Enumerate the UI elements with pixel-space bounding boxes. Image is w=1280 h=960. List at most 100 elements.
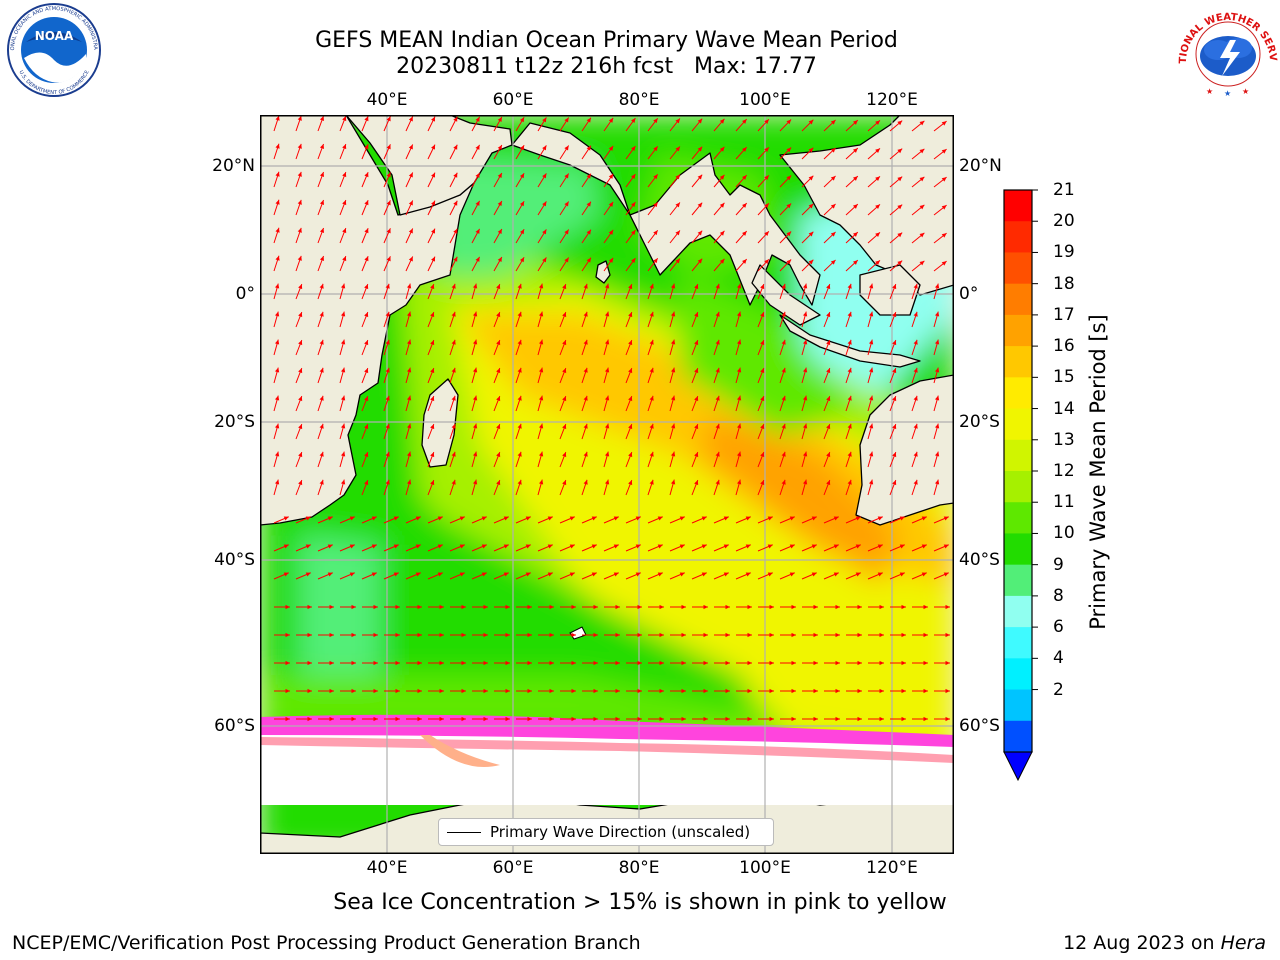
wave-arrow-head <box>745 544 751 549</box>
landmass-sri-lanka <box>595 260 611 284</box>
wave-arrow-head <box>439 688 444 694</box>
wave-arrow-head <box>385 423 390 429</box>
wave-arrow-head <box>715 367 720 373</box>
wave-arrow-head <box>923 716 928 722</box>
tick-right-lat: 40°S <box>959 550 1000 570</box>
wave-arrow-head <box>604 451 610 457</box>
footer-date: 12 Aug 2023 on Hera <box>1063 932 1266 954</box>
wave-arrow-head <box>615 688 620 694</box>
wave-arrow-head <box>439 632 444 638</box>
wave-arrow-head <box>586 257 591 263</box>
wave-arrow-head <box>527 632 532 638</box>
wave-arrow-head <box>503 516 509 521</box>
wave-arrow-head <box>497 229 502 235</box>
footer-machine: Hera <box>1220 932 1266 954</box>
wave-arrow-head <box>802 339 808 345</box>
wave-arrow-head <box>694 452 699 458</box>
wave-arrow-head <box>875 260 880 266</box>
wave-arrow-head <box>628 368 633 374</box>
wave-arrow-head <box>406 283 412 289</box>
wave-arrow-head <box>275 143 280 149</box>
wave-arrow-head <box>659 688 664 694</box>
wave-arrow-head <box>373 688 378 694</box>
wave-arrow-head <box>852 232 858 237</box>
wave-arrow-head <box>802 395 808 401</box>
wave-arrow-head <box>459 572 465 577</box>
wave-arrow-head <box>694 340 699 346</box>
wave-arrow-head <box>571 716 576 722</box>
wave-arrow-head <box>385 311 390 317</box>
landmass-australia <box>855 374 954 526</box>
sea-ice-edge <box>260 714 954 805</box>
wave-arrow-head <box>826 424 831 430</box>
wave-arrow-head <box>901 688 906 694</box>
wave-arrow-head <box>519 173 525 179</box>
tick-left-lat: 40°S <box>214 550 255 570</box>
wave-arrow-head <box>591 516 597 521</box>
wave-arrow-head <box>681 604 686 610</box>
wave-arrow-head <box>298 284 303 290</box>
wave-arrow-head <box>675 230 680 236</box>
wave-arrow-head <box>791 688 796 694</box>
wave-arrow-head <box>385 479 390 485</box>
colorbar-segment <box>1004 720 1032 753</box>
wave-arrow-head <box>395 632 400 638</box>
wave-arrow-head <box>319 255 325 261</box>
wave-arrow-head <box>653 258 658 264</box>
wave-arrow-head <box>439 604 444 610</box>
wave-arrow-head <box>701 572 707 577</box>
wave-arrow-head <box>283 516 289 521</box>
wave-arrow-head <box>941 149 947 154</box>
tick-bottom-lon: 120°E <box>866 858 918 878</box>
wave-arrow-head <box>901 604 906 610</box>
wave-arrow-head <box>786 147 792 153</box>
wave-arrow-head <box>791 660 796 666</box>
wave-arrow-head <box>813 632 818 638</box>
wave-arrow-head <box>833 572 839 577</box>
wave-arrow-head <box>408 256 413 262</box>
sea-ice-note: Sea Ice Concentration > 15% is shown in … <box>333 890 947 915</box>
wave-arrow-head <box>802 451 808 457</box>
wave-arrow-head <box>298 396 303 402</box>
wave-arrow-head <box>659 632 664 638</box>
wave-arrow-head <box>945 688 950 694</box>
colorbar-tick-label: 15 <box>1053 367 1075 388</box>
wave-arrow-head <box>847 367 852 373</box>
wave-arrow-head <box>631 230 636 235</box>
wave-arrow-head <box>760 312 765 318</box>
wave-arrow-head <box>808 203 814 209</box>
wave-arrow-head <box>725 688 730 694</box>
wave-arrow-head <box>852 148 858 153</box>
wave-arrow-head <box>897 232 903 238</box>
wave-arrow-head <box>415 516 421 521</box>
wave-arrow-head <box>349 544 355 549</box>
wave-arrow-head <box>719 118 725 124</box>
wave-arrow-head <box>364 424 369 430</box>
wave-arrow-head <box>943 516 949 521</box>
wave-arrow-head <box>483 716 488 722</box>
wave-arrow-head <box>564 173 569 179</box>
wave-arrow-head <box>319 143 325 149</box>
wave-arrow-head <box>475 256 480 262</box>
colorbar-tick-label: 19 <box>1053 242 1075 263</box>
colorbar-segment <box>1004 471 1032 503</box>
wave-arrow-head <box>697 118 703 124</box>
wave-arrow-head <box>719 146 725 152</box>
landmass-south-asia <box>511 122 821 306</box>
wave-arrow-head <box>274 283 280 289</box>
wave-arrow-head <box>340 311 346 317</box>
wave-arrow-head <box>395 604 400 610</box>
wave-arrow-head <box>941 177 947 182</box>
colorbar-segment <box>1004 658 1032 691</box>
wave-arrow-head <box>934 395 940 401</box>
wave-arrow-head <box>764 203 769 209</box>
wave-arrow-head <box>307 604 312 610</box>
wave-arrow-head <box>364 340 369 346</box>
wave-arrow-head <box>564 145 569 151</box>
wave-arrow-head <box>475 116 480 122</box>
wave-arrow-head <box>519 257 525 263</box>
wave-arrow-head <box>340 283 346 289</box>
wave-arrow-head <box>835 716 840 722</box>
wave-arrow-head <box>527 716 532 722</box>
wave-arrow-head <box>826 452 831 458</box>
